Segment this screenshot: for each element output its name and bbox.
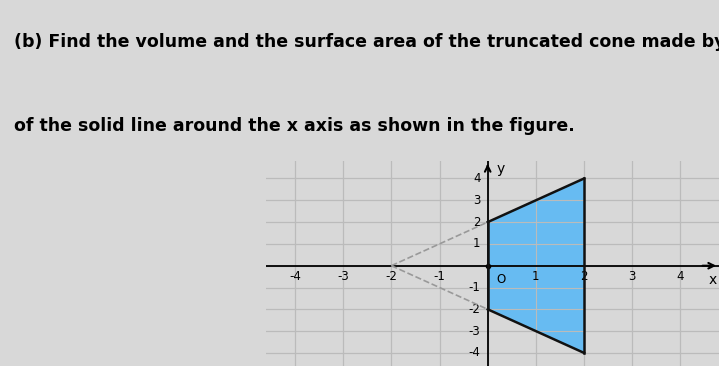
Text: 1: 1	[532, 270, 540, 283]
Text: 2: 2	[580, 270, 588, 283]
Text: 3: 3	[628, 270, 636, 283]
Text: y: y	[496, 162, 505, 176]
Text: -3: -3	[337, 270, 349, 283]
Text: 4: 4	[473, 172, 480, 185]
Text: -4: -4	[289, 270, 301, 283]
Text: 3: 3	[473, 194, 480, 207]
Polygon shape	[487, 179, 584, 353]
Text: O: O	[496, 273, 505, 286]
Text: -2: -2	[469, 303, 480, 316]
Text: -2: -2	[385, 270, 398, 283]
Text: of the solid line around the x axis as shown in the figure.: of the solid line around the x axis as s…	[14, 117, 575, 135]
Text: (b) Find the volume and the surface area of the truncated cone made by the rotat: (b) Find the volume and the surface area…	[14, 33, 719, 51]
Text: -1: -1	[469, 281, 480, 294]
Text: 4: 4	[677, 270, 684, 283]
Text: -4: -4	[469, 346, 480, 359]
Text: 2: 2	[473, 216, 480, 229]
Text: x: x	[708, 273, 717, 287]
Text: 1: 1	[473, 238, 480, 250]
Text: -3: -3	[469, 325, 480, 337]
Text: -1: -1	[434, 270, 446, 283]
